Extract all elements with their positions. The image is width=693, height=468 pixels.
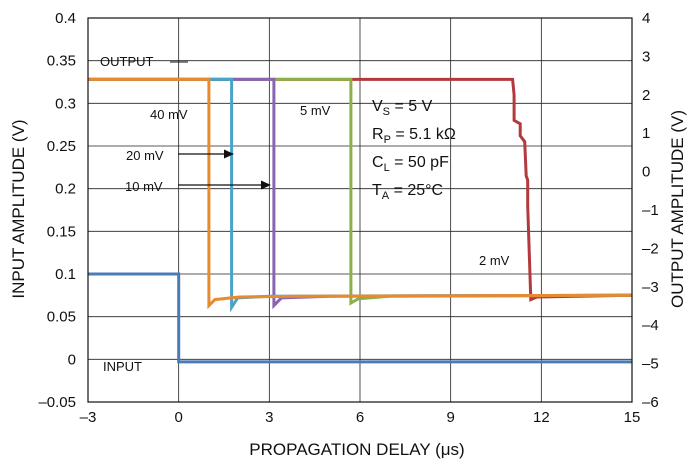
annotations: OUTPUT INPUT 40 mV 20 mV 10 mV 5 mV 2 mV <box>100 54 510 374</box>
x-tick-label: 12 <box>533 409 550 426</box>
y-right-tick-label: –4 <box>642 317 659 334</box>
test-conditions: VS = 5 V RP = 5.1 kΩ CL = 50 pF TA = 25°C <box>372 98 456 202</box>
annotation-40mv: 40 mV <box>150 107 188 122</box>
annotation-output: OUTPUT <box>100 54 154 69</box>
x-axis-label: PROPAGATION DELAY (μs) <box>249 440 464 459</box>
y-right-tick-label: –3 <box>642 279 659 296</box>
y-right-tick-label: 4 <box>642 10 650 27</box>
y-left-tick-label: 0.4 <box>55 10 76 27</box>
y-left-tick-label: 0.15 <box>47 223 76 240</box>
annotation-input: INPUT <box>103 359 142 374</box>
y-right-tick-label: 3 <box>642 48 650 65</box>
y-right-tick-label: –2 <box>642 240 659 257</box>
y-left-tick-label: 0.05 <box>47 309 76 326</box>
y-left-tick-label: 0.3 <box>55 95 76 112</box>
series-line-40mv <box>88 77 633 310</box>
ticks: –3 0 3 6 9 12 15–0.0500.050.10.150.20.250.30.3… <box>38 10 658 426</box>
annotation-20mv: 20 mV <box>126 148 164 163</box>
y-left-tick-label: 0.2 <box>55 181 76 198</box>
x-tick-label: 3 <box>265 409 273 426</box>
condition-line: VS = 5 V <box>372 98 433 118</box>
annotation-10mv: 10 mV <box>125 179 163 194</box>
y-left-tick-label: 0.1 <box>55 266 76 283</box>
annotation-2mv: 2 mV <box>479 253 510 268</box>
y-right-tick-label: –5 <box>642 356 659 373</box>
condition-line: RP = 5.1 kΩ <box>372 126 456 146</box>
y-right-tick-label: –1 <box>642 202 659 219</box>
y-right-tick-label: 2 <box>642 87 650 104</box>
y-left-tick-label: 0.25 <box>47 138 76 155</box>
y-axis-label-right: OUTPUT AMPLITUDE (V) <box>668 110 687 308</box>
y-axis-label-left: INPUT AMPLITUDE (V) <box>9 119 28 298</box>
series-line-2mv <box>88 77 633 302</box>
condition-line: TA = 25°C <box>372 182 443 202</box>
grid <box>87 17 633 403</box>
y-left-tick-label: 0.35 <box>47 53 76 70</box>
x-tick-label: 15 <box>624 409 641 426</box>
condition-line: CL = 50 pF <box>372 154 449 174</box>
y-right-tick-label: 0 <box>642 164 650 181</box>
x-tick-label: 6 <box>356 409 364 426</box>
y-right-tick-label: –6 <box>642 394 659 411</box>
series-line-input <box>88 272 632 364</box>
x-tick-label: 9 <box>446 409 454 426</box>
x-tick-label: –3 <box>80 409 97 426</box>
arrow-10mv <box>178 180 271 190</box>
x-tick-label: 0 <box>174 409 182 426</box>
plot-frame <box>87 17 633 403</box>
arrow-20mv <box>178 149 234 159</box>
y-left-tick-label: –0.05 <box>38 394 76 411</box>
series-group <box>88 77 633 364</box>
annotation-5mv: 5 mV <box>300 103 331 118</box>
y-left-tick-label: 0 <box>68 351 76 368</box>
y-right-tick-label: 1 <box>642 125 650 142</box>
